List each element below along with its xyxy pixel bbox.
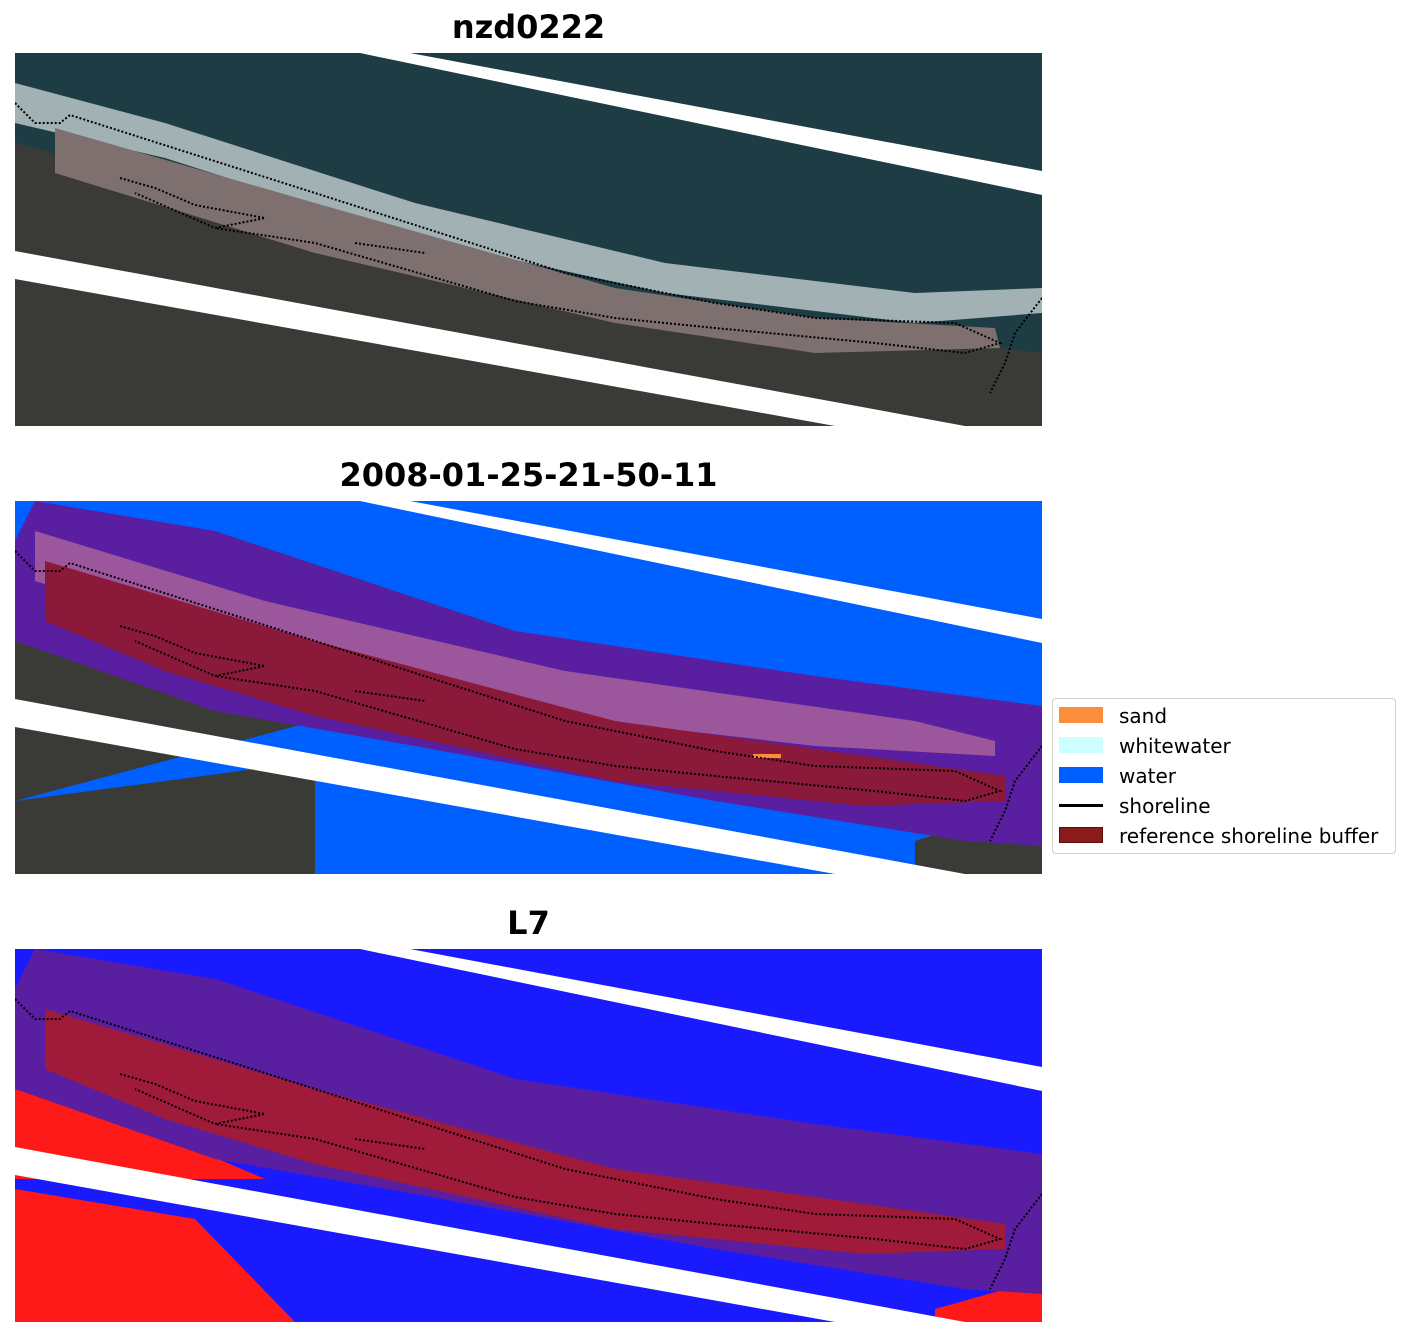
legend-item-sand: sand (1059, 703, 1389, 729)
legend-label-whitewater: whitewater (1119, 734, 1231, 758)
legend: sand whitewater water shoreline referenc… (1052, 698, 1396, 854)
legend-item-water: water (1059, 763, 1389, 789)
legend-item-whitewater: whitewater (1059, 733, 1389, 759)
classified-image (15, 501, 1042, 874)
panel-title-classified: 2008-01-25-21-50-11 (339, 456, 718, 494)
legend-label-water: water (1119, 764, 1176, 788)
legend-swatch-water (1059, 767, 1103, 783)
legend-label-sand: sand (1119, 704, 1168, 728)
index-image-panel (15, 949, 1042, 1322)
sand-pixels (753, 754, 781, 758)
classified-image-panel (15, 501, 1042, 874)
rgb-image-panel (15, 53, 1042, 426)
legend-line-shoreline (1059, 804, 1103, 807)
index-image (15, 949, 1042, 1322)
legend-swatch-sand (1059, 707, 1103, 723)
legend-label-reference-buffer: reference shoreline buffer (1119, 824, 1379, 848)
shoreline-trace (15, 102, 1003, 355)
rgb-satellite-image (15, 53, 1042, 426)
legend-item-shoreline: shoreline (1059, 793, 1389, 819)
panel-title-rgb: nzd0222 (451, 8, 606, 46)
panel-title-index: L7 (507, 904, 550, 942)
legend-item-reference-buffer: reference shoreline buffer (1059, 823, 1389, 849)
legend-label-shoreline: shoreline (1119, 794, 1211, 818)
legend-swatch-reference-buffer (1059, 827, 1103, 843)
legend-swatch-whitewater (1059, 737, 1103, 753)
